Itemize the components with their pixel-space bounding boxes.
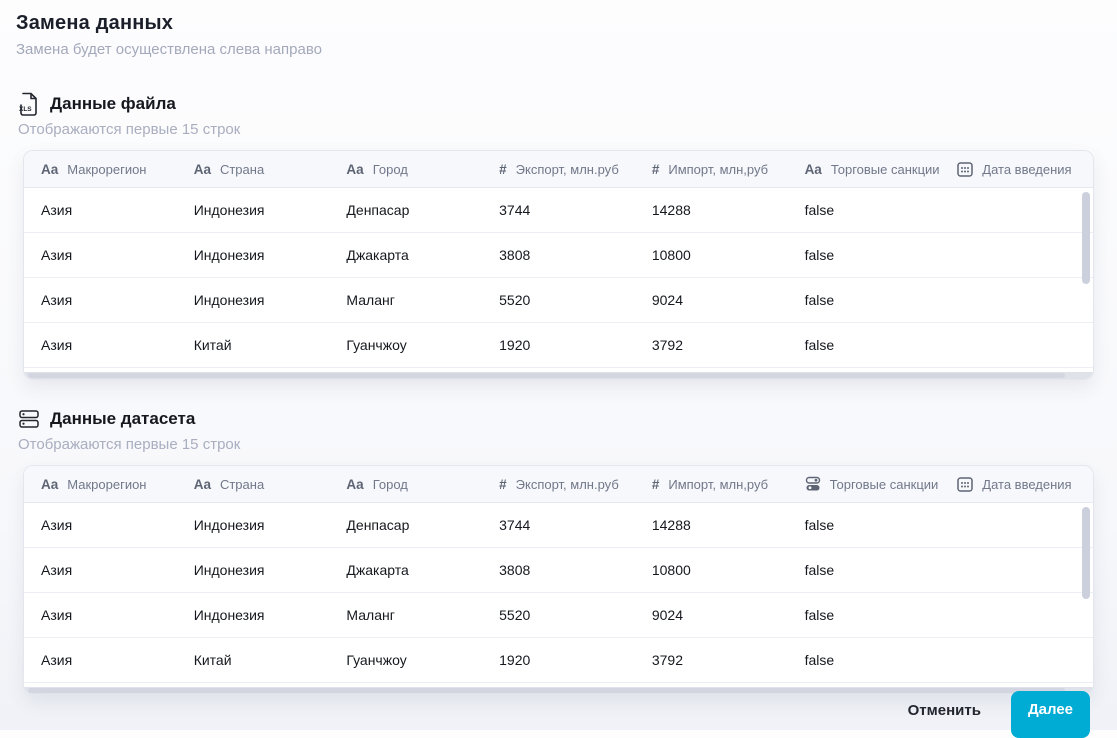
text-type-icon: Aa [193, 476, 211, 492]
table-row: Азия Индонезия Джакарта 3808 10800 false [24, 233, 1093, 278]
number-type-icon: # [499, 476, 507, 492]
dataset-table-header-row: Aa Макрорегион Aa Страна Aa Город # Эксп… [24, 466, 1093, 503]
page-header: Замена данных Замена будет осуществлена … [0, 12, 1117, 58]
page-subtitle: Замена будет осуществлена слева направо [16, 41, 322, 58]
clipped-table-row [24, 683, 1093, 689]
text-type-icon: Aa [346, 476, 364, 492]
column-header-city: Aa Город [346, 161, 408, 177]
footer-actions: Отменить Далее [0, 691, 1117, 738]
dataset-section-title: Данные датасета [50, 409, 196, 428]
file-section-subtitle: Отображаются первые 15 строк [18, 121, 241, 138]
column-header-export: # Экспорт, млн.руб [499, 161, 619, 177]
dataset-section-header: Данные датасета Отображаются первые 15 с… [0, 407, 1117, 453]
column-header-import: # Импорт, млн,руб [651, 161, 769, 177]
replace-data-screen: Замена данных Замена будет осуществлена … [0, 12, 1117, 695]
table-row: Азия Индонезия Джакарта 3808 10800 false [24, 548, 1093, 593]
column-header-country: Aa Страна [193, 161, 265, 177]
text-type-icon: Aa [804, 161, 822, 177]
table-row: Азия Индонезия Денпасар 3744 14288 false [24, 503, 1093, 548]
column-header-date: Дата введения [940, 476, 1093, 492]
dataset-data-table: Aa Макрорегион Aa Страна Aa Город # Эксп… [23, 465, 1094, 695]
vertical-scrollbar-thumb[interactable] [1082, 192, 1090, 284]
table-row: Азия Индонезия Маланг 5520 9024 false [24, 278, 1093, 323]
page-title: Замена данных [16, 12, 174, 34]
column-header-sanctions: Торговые санкции [788, 476, 941, 492]
horizontal-scrollbar-thumb[interactable] [28, 688, 1065, 693]
file-section-title: Данные файла [50, 94, 176, 113]
next-button[interactable]: Далее [1010, 691, 1090, 738]
text-type-icon: Aa [193, 161, 211, 177]
vertical-scrollbar-thumb[interactable] [1082, 507, 1090, 599]
file-section-header: XLS Данные файла Отображаются первые 15 … [0, 92, 1117, 138]
dataset-icon [18, 407, 40, 431]
text-type-icon: Aa [346, 161, 364, 177]
text-type-icon: Aa [41, 161, 59, 177]
calendar-icon [957, 162, 974, 177]
number-type-icon: # [651, 161, 660, 177]
horizontal-scrollbar-thumb[interactable] [28, 373, 1065, 378]
column-header-city: Aa Город [346, 476, 408, 492]
number-type-icon: # [651, 476, 660, 492]
column-header-country: Aa Страна [193, 476, 265, 492]
dataset-section-subtitle: Отображаются первые 15 строк [18, 436, 241, 453]
boolean-type-icon [805, 476, 820, 491]
file-table-body: Азия Индонезия Денпасар 3744 14288 false… [24, 188, 1093, 374]
column-header-macroregion: Aa Макрорегион [41, 476, 147, 492]
table-row: Азия Индонезия Денпасар 3744 14288 false [24, 188, 1093, 233]
file-table-header-row: Aa Макрорегион Aa Страна Aa Город # Эксп… [24, 151, 1093, 188]
file-data-table: Aa Макрорегион Aa Страна Aa Город # Эксп… [23, 150, 1094, 380]
column-header-date: Дата введения [940, 161, 1093, 177]
text-type-icon: Aa [41, 476, 59, 492]
clipped-table-row [24, 368, 1093, 374]
column-header-sanctions: Aa Торговые санкции [804, 161, 940, 177]
svg-text:XLS: XLS [19, 106, 32, 113]
column-header-import: # Импорт, млн,руб [651, 476, 769, 492]
dataset-table-body: Азия Индонезия Денпасар 3744 14288 false… [24, 503, 1093, 689]
table-row: Азия Китай Гуанчжоу 1920 3792 false [24, 638, 1093, 683]
horizontal-scrollbar[interactable] [24, 687, 1093, 694]
column-header-export: # Экспорт, млн.руб [499, 476, 619, 492]
calendar-icon [957, 477, 974, 492]
xls-file-icon: XLS [18, 92, 40, 116]
table-row: Азия Китай Гуанчжоу 1920 3792 false [24, 323, 1093, 368]
number-type-icon: # [499, 161, 507, 177]
table-row: Азия Индонезия Маланг 5520 9024 false [24, 593, 1093, 638]
horizontal-scrollbar[interactable] [24, 372, 1093, 379]
cancel-button[interactable]: Отменить [906, 692, 983, 737]
column-header-macroregion: Aa Макрорегион [41, 161, 147, 177]
